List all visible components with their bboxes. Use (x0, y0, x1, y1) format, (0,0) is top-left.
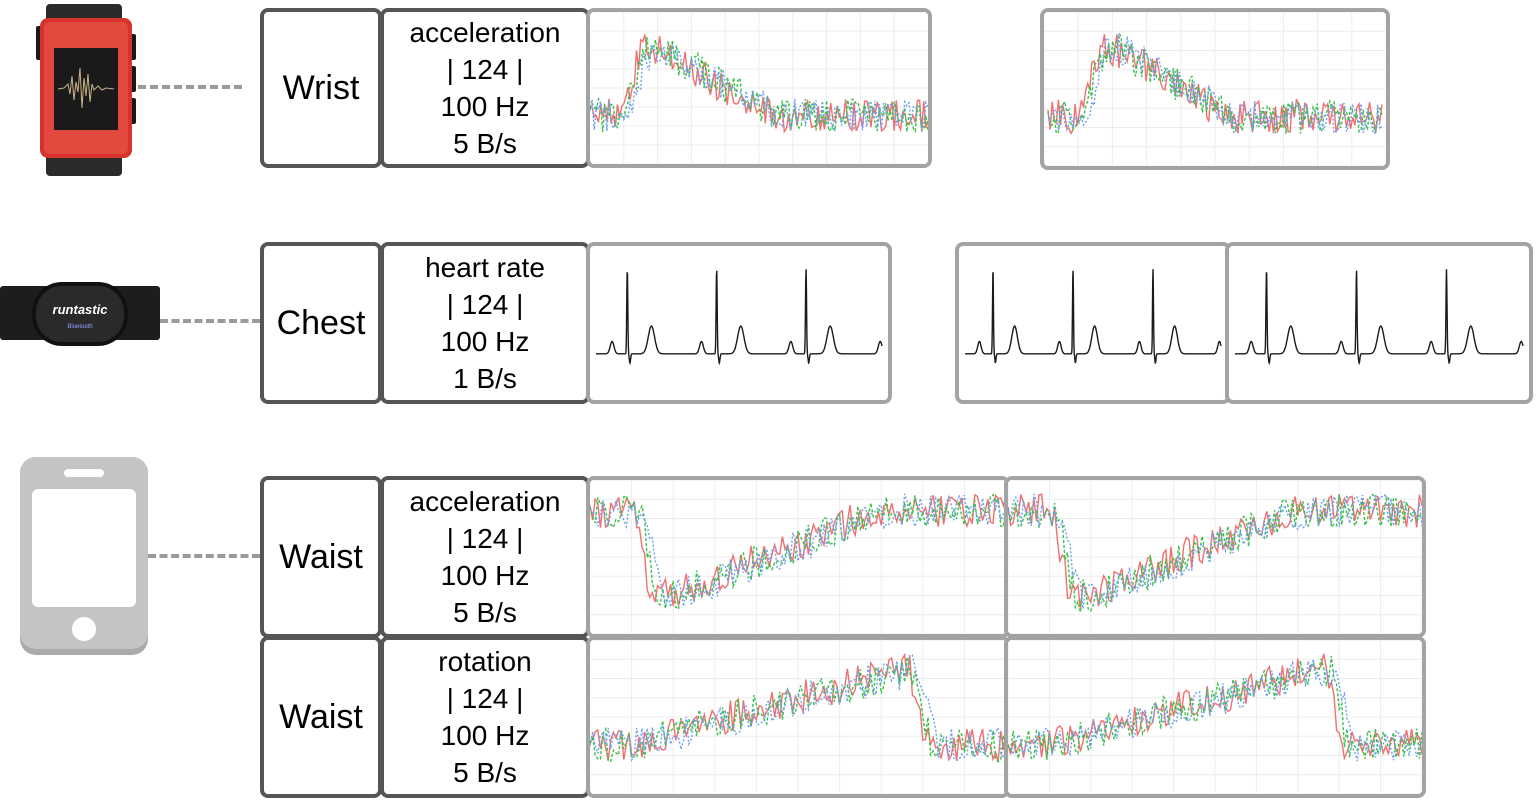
wrist-location-label: Wrist (260, 8, 382, 168)
strap-brand-text: runtastic (53, 302, 109, 317)
waist-acceleration-signal-name: acceleration (409, 486, 561, 517)
smartwatch-icon (34, 4, 138, 176)
blue-series-trace (590, 654, 1006, 762)
wrist-throughput: 5 B/s (453, 128, 517, 159)
heart-rate-strap-icon: runtastic Bluetooth (0, 282, 160, 346)
smartphone-icon (20, 457, 148, 655)
wrist-sample-rate: 100 Hz (440, 91, 530, 122)
waist-connector-line (148, 554, 260, 558)
waist-rotation-sample-rate: 100 Hz (440, 720, 530, 751)
waist-rotation-panel-2 (1004, 636, 1426, 798)
red-series-trace (590, 493, 1006, 607)
green-series-trace (1008, 493, 1422, 613)
ecg-trace (596, 269, 883, 366)
waist-acceleration-location-label: Waist (260, 476, 382, 638)
waist-rotation-panel-1 (586, 636, 1010, 798)
wrist-signal-name: acceleration (409, 17, 561, 48)
green-series-trace (590, 493, 1006, 611)
svg-text:Bluetooth: Bluetooth (67, 324, 92, 330)
waist-acceleration-spec: acceleration | 124 | 100 Hz 5 B/s (380, 476, 590, 638)
chest-throughput: 1 B/s (453, 363, 517, 394)
green-series-trace (590, 36, 928, 134)
green-series-trace (1008, 655, 1422, 761)
green-series-trace (590, 656, 1006, 763)
ecg-trace (965, 269, 1222, 365)
wrist-channels: | 124 | (446, 54, 524, 85)
wrist-connector-line (138, 85, 242, 89)
waist-acceleration-panel-1 (586, 476, 1010, 638)
chest-signal-spec: heart rate | 124 | 100 Hz 1 B/s (380, 242, 590, 404)
chest-location-text: Chest (276, 303, 366, 342)
wrist-location-text: Wrist (282, 68, 360, 107)
waist-rotation-spec: rotation | 124 | 100 Hz 5 B/s (380, 636, 590, 798)
red-series-trace (1047, 34, 1383, 135)
waist-rotation-location-text: Waist (279, 697, 363, 736)
chest-signal-panel (586, 242, 892, 404)
chest-signal-window-2 (1225, 242, 1533, 404)
waist-acceleration-channels: | 124 | (446, 523, 524, 554)
waist-rotation-throughput: 5 B/s (453, 757, 517, 788)
waist-rotation-channels: | 124 | (446, 683, 524, 714)
blue-series-trace (1008, 659, 1422, 762)
blue-series-trace (1008, 491, 1422, 609)
chest-location-label: Chest (260, 242, 382, 404)
red-series-trace (590, 652, 1006, 762)
wrist-signal-spec: acceleration | 124 | 100 Hz 5 B/s (380, 8, 590, 168)
chest-channels: | 124 | (446, 289, 524, 320)
chest-connector-line (160, 319, 260, 323)
waist-acceleration-location-text: Waist (279, 537, 363, 576)
chest-signal-name: heart rate (425, 252, 545, 283)
wrist-signal-panel (586, 8, 932, 168)
red-series-trace (1008, 653, 1422, 761)
green-series-trace (1047, 32, 1383, 135)
waist-acceleration-sample-rate: 100 Hz (440, 560, 530, 591)
waist-acceleration-panel-2 (1004, 476, 1426, 638)
wrist-signal-window (1040, 8, 1390, 170)
chest-signal-window-1 (955, 242, 1231, 404)
waist-rotation-location-label: Waist (260, 636, 382, 798)
waist-acceleration-throughput: 5 B/s (453, 597, 517, 628)
red-series-trace (1008, 493, 1422, 610)
chest-sample-rate: 100 Hz (440, 326, 530, 357)
ecg-trace (1235, 269, 1524, 366)
waist-rotation-signal-name: rotation (438, 646, 532, 677)
